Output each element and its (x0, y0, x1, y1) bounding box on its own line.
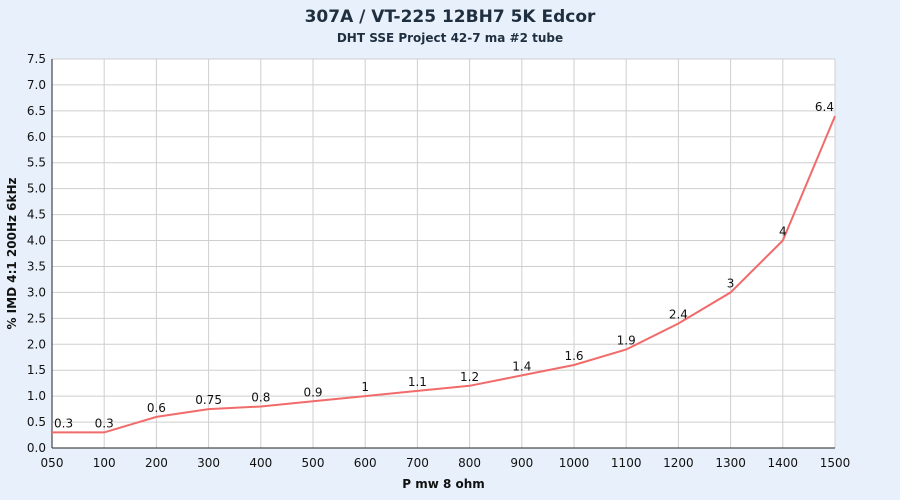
y-tick-label: 2.0 (27, 337, 46, 351)
x-axis-label: P mw 8 ohm (402, 477, 485, 491)
y-tick-label: 7.0 (27, 78, 46, 92)
data-label: 2.4 (669, 308, 688, 322)
y-tick-label: 5.0 (27, 182, 46, 196)
data-label: 0.3 (95, 416, 114, 430)
data-label: 1.9 (617, 333, 636, 347)
y-tick-label: 1.5 (27, 363, 46, 377)
y-tick-label: 5.5 (27, 156, 46, 170)
y-tick-label: 0.0 (27, 441, 46, 455)
chart-title: 307A / VT-225 12BH7 5K Edcor (304, 7, 596, 27)
x-tick-label: 400 (249, 456, 272, 470)
y-axis-ticks: 0.0 0.5 1.0 1.5 2.0 2.5 3.0 3.5 4.0 4.5 5.0 5.5 6.0 6… (27, 52, 46, 455)
x-tick-label: 200 (145, 456, 168, 470)
y-tick-label: 3.5 (27, 259, 46, 273)
data-label: 1.4 (512, 359, 531, 373)
x-tick-label: 1200 (663, 456, 694, 470)
y-axis-label: % IMD 4:1 200Hz 6kHz (5, 177, 19, 329)
data-label: 6.4 (815, 100, 834, 114)
data-label: 1.2 (460, 370, 479, 384)
data-label: 0.6 (147, 401, 166, 415)
series-line (52, 115, 836, 434)
y-tick-label: 1.0 (27, 389, 46, 403)
data-label: 0.9 (303, 385, 322, 399)
y-tick-label: 3.0 (27, 285, 46, 299)
data-label: 1 (361, 380, 369, 394)
data-label: 1.6 (564, 349, 583, 363)
y-tick-label: 4.0 (27, 234, 46, 248)
data-label: 0.8 (251, 391, 270, 405)
x-tick-label: 1300 (715, 456, 746, 470)
x-tick-label: 500 (302, 456, 325, 470)
chart-subtitle: DHT SSE Project 42-7 ma #2 tube (336, 31, 564, 45)
x-tick-label: 300 (197, 456, 220, 470)
grid-lines (51, 58, 836, 449)
data-label: 0.75 (195, 393, 222, 407)
x-axis-ticks: 050 100 200 300 400 500 600 700 800 900 1000 1100 12… (41, 456, 851, 470)
x-tick-label: 700 (406, 456, 429, 470)
x-tick-label: 1000 (559, 456, 590, 470)
y-tick-label: 7.5 (27, 52, 46, 66)
data-labels: 0.3 0.3 0.6 0.75 0.8 0.9 1 1.1 1.2 1.4 1.6 1.9 2.4 3 4… (54, 100, 834, 430)
x-tick-label: 050 (41, 456, 64, 470)
y-tick-label: 0.5 (27, 415, 46, 429)
x-tick-label: 100 (93, 456, 116, 470)
data-label: 4 (779, 225, 787, 239)
plot-area (52, 59, 835, 448)
data-label: 0.3 (54, 416, 73, 430)
x-tick-label: 600 (354, 456, 377, 470)
y-tick-label: 6.0 (27, 130, 46, 144)
x-tick-label: 1400 (768, 456, 799, 470)
data-label: 1.1 (408, 375, 427, 389)
y-tick-label: 2.5 (27, 311, 46, 325)
x-tick-label: 1500 (820, 456, 851, 470)
y-tick-label: 4.5 (27, 208, 46, 222)
x-tick-label: 1100 (611, 456, 642, 470)
x-tick-label: 900 (510, 456, 533, 470)
x-tick-label: 800 (458, 456, 481, 470)
data-label: 3 (727, 276, 735, 290)
y-tick-label: 6.5 (27, 104, 46, 118)
